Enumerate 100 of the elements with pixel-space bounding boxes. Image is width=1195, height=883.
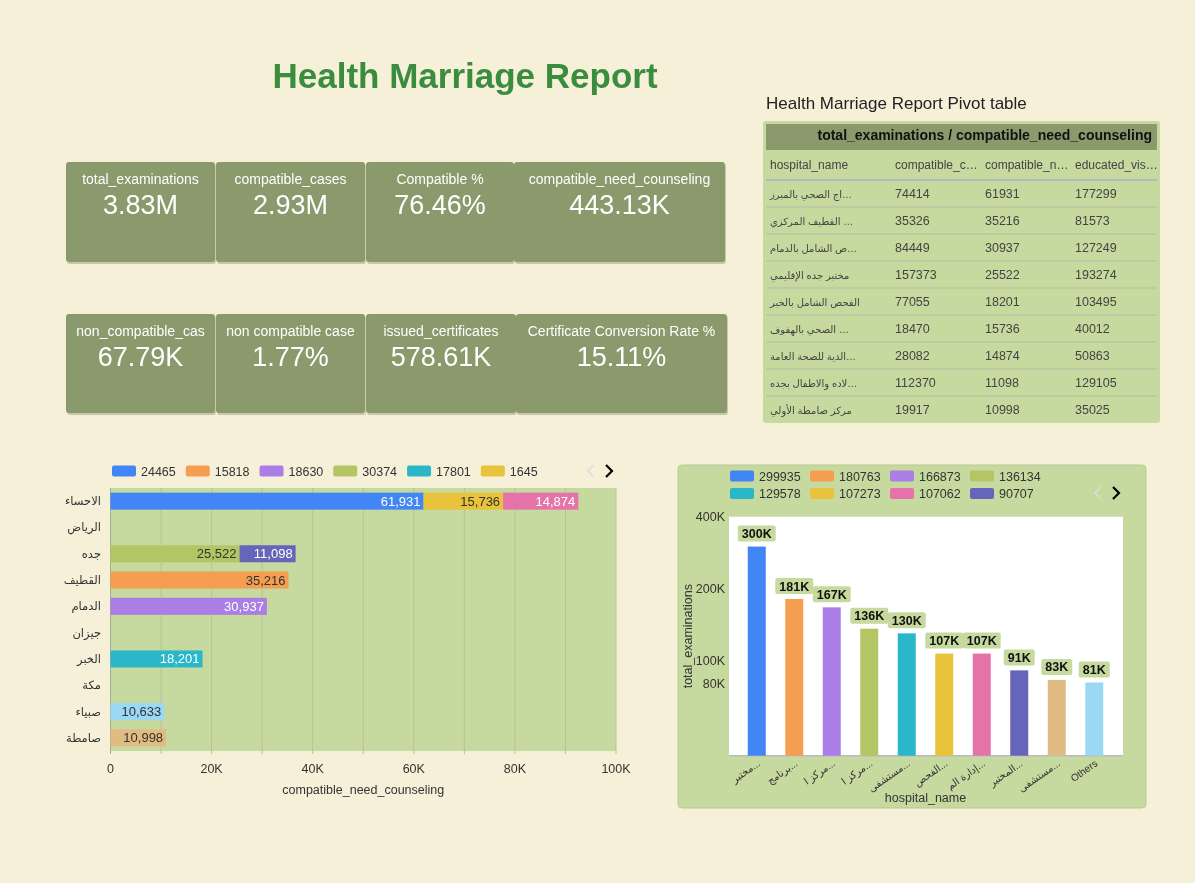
legend-label: 30374 bbox=[362, 464, 398, 479]
x-tick-label: 20K bbox=[200, 762, 224, 776]
y-tick-label: 80K bbox=[702, 677, 726, 692]
x-tick-label: مركز ا... bbox=[839, 757, 875, 787]
data-label: 18,201 bbox=[159, 651, 200, 667]
category-label: total_examinations bbox=[82, 171, 199, 187]
category-label: الدية للصحة العامة… bbox=[770, 351, 857, 362]
x-tick-label: المختبر... bbox=[986, 757, 1025, 789]
x-tick-label: 40K bbox=[301, 762, 325, 776]
data-label: 91K bbox=[1007, 650, 1031, 665]
legend-label: 17801 bbox=[436, 464, 471, 479]
legend-label: 299935 bbox=[759, 469, 801, 484]
data-label: 157373 bbox=[895, 268, 937, 282]
category-label: لاده والاطفال بجده… bbox=[770, 378, 858, 390]
data-label: 14874 bbox=[985, 349, 1020, 363]
data-label: 25522 bbox=[985, 268, 1020, 282]
y-tick-label: 400K bbox=[695, 510, 726, 525]
data-label: 61931 bbox=[985, 187, 1020, 201]
data-label: 50863 bbox=[1075, 349, 1110, 363]
x-tick-label: 60K bbox=[402, 762, 426, 776]
text: total_examinations / compatible_need_counseling bbox=[817, 127, 1152, 143]
text: 67.79K bbox=[97, 342, 184, 372]
category-label: compatible_need_counseling bbox=[528, 171, 711, 187]
y-tick-label: جيزان bbox=[72, 626, 101, 641]
data-label: 81K bbox=[1082, 662, 1106, 677]
y-axis-title: total_examinations bbox=[681, 584, 695, 689]
data-label: 18470 bbox=[895, 322, 930, 336]
x-tick-label: مختبر... bbox=[728, 757, 762, 786]
y-tick-label: صامطة bbox=[65, 731, 101, 744]
text: 1.77% bbox=[252, 342, 329, 372]
data-label: 127249 bbox=[1075, 241, 1117, 255]
legend-label: 166873 bbox=[919, 469, 961, 484]
data-label: 35,216 bbox=[245, 572, 286, 588]
data-label: 83K bbox=[1045, 660, 1069, 675]
legend-label: 90707 bbox=[999, 487, 1034, 501]
legend-label: 129578 bbox=[759, 487, 801, 501]
y-tick-label: 200K bbox=[695, 582, 726, 597]
category-label: ص الشامل بالدمام… bbox=[770, 243, 858, 254]
text: 578.61K bbox=[390, 342, 492, 372]
data-label: 11098 bbox=[985, 376, 1019, 390]
y-tick-label: الدمام bbox=[71, 600, 101, 614]
category-label: اج الصحي بالمبرز… bbox=[769, 189, 853, 201]
category-label: مركز صامطة الأولي bbox=[770, 404, 852, 417]
data-label: 61,931 bbox=[380, 493, 421, 509]
category-label: non compatible case bbox=[226, 323, 355, 339]
y-tick-label: الرياض bbox=[67, 521, 101, 536]
data-label: 136K bbox=[854, 609, 885, 624]
y-tick-label: الخبر bbox=[76, 652, 101, 667]
legend-label: 107273 bbox=[839, 487, 881, 501]
data-label: 30,937 bbox=[224, 598, 264, 614]
data-label: 30937 bbox=[985, 241, 1020, 255]
y-tick-label: مكة bbox=[82, 679, 101, 692]
x-tick-label: 100K bbox=[601, 762, 632, 776]
data-label: 10998 bbox=[985, 403, 1020, 417]
text: educated_vis… bbox=[1075, 158, 1158, 172]
data-label: 35216 bbox=[985, 214, 1020, 228]
data-label: 112370 bbox=[895, 376, 936, 390]
data-label: 107K bbox=[966, 634, 997, 649]
legend-label: 107062 bbox=[919, 487, 961, 501]
y-tick-label: الاحساء bbox=[64, 495, 101, 508]
category-label: مختبر جده الإقليمي bbox=[770, 270, 850, 282]
data-label: 35326 bbox=[895, 214, 930, 228]
x-tick-label: برنامج... bbox=[764, 757, 800, 788]
text: 2.93M bbox=[252, 190, 329, 220]
data-label: 11,098 bbox=[253, 546, 293, 562]
text: 3.83M bbox=[102, 190, 179, 220]
legend-label: 136134 bbox=[999, 469, 1041, 484]
text: 443.13K bbox=[569, 190, 670, 220]
data-label: 129105 bbox=[1075, 376, 1117, 390]
text: 76.46% bbox=[394, 190, 486, 220]
data-label: 19917 bbox=[895, 403, 930, 417]
x-tick-label: 80K bbox=[503, 762, 527, 776]
y-tick-label: صبياء bbox=[75, 705, 101, 718]
category-label: issued_certificates bbox=[383, 323, 499, 339]
data-label: 10,998 bbox=[123, 730, 164, 746]
data-label: 25,522 bbox=[196, 546, 237, 562]
data-label: 167K bbox=[816, 587, 847, 602]
data-label: 130K bbox=[891, 613, 922, 628]
data-label: 77055 bbox=[895, 295, 930, 309]
data-label: 103495 bbox=[1075, 295, 1117, 309]
data-label: 74414 bbox=[895, 187, 930, 201]
data-label: 81573 bbox=[1075, 214, 1110, 228]
x-tick-label: 0 bbox=[107, 762, 115, 776]
data-label: 18201 bbox=[985, 295, 1020, 309]
x-tick-label: مركز ا... bbox=[801, 757, 837, 787]
data-label: 40012 bbox=[1075, 322, 1110, 336]
legend-label: 180763 bbox=[839, 469, 881, 484]
x-tick-label: الفحص... bbox=[912, 757, 950, 789]
data-label: 193274 bbox=[1075, 268, 1117, 282]
data-label: 10,633 bbox=[121, 704, 162, 720]
data-label: 177299 bbox=[1075, 187, 1117, 201]
text: 15.11% bbox=[576, 342, 667, 372]
data-label: 181K bbox=[779, 579, 810, 594]
legend-label: 18630 bbox=[288, 464, 324, 479]
text: hospital_name bbox=[770, 158, 849, 172]
legend-label: 24465 bbox=[141, 464, 176, 479]
data-label: 28082 bbox=[895, 349, 930, 363]
text: Health Marriage Report Pivot table bbox=[766, 94, 1027, 113]
data-label: 84449 bbox=[895, 241, 930, 255]
y-tick-label: القطيف bbox=[63, 574, 101, 587]
